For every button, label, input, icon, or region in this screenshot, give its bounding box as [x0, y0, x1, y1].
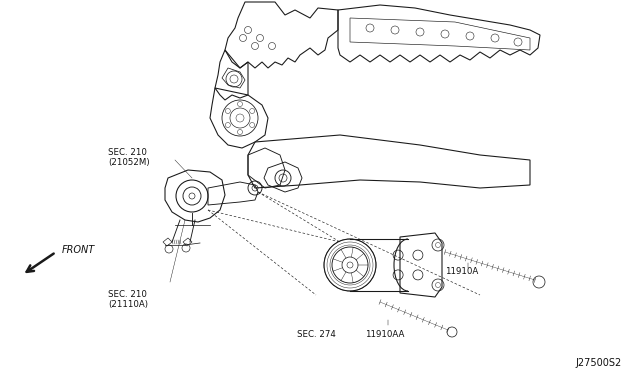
Text: SEC. 274: SEC. 274 [296, 330, 335, 339]
Text: 11910A: 11910A [445, 267, 478, 276]
Text: (21052M): (21052M) [108, 158, 150, 167]
Text: SEC. 210: SEC. 210 [108, 290, 147, 299]
Text: SEC. 210: SEC. 210 [108, 148, 147, 157]
Text: 11910AA: 11910AA [365, 330, 404, 339]
Text: FRONT: FRONT [62, 245, 95, 255]
Text: J27500S2: J27500S2 [576, 358, 622, 368]
Text: (21110A): (21110A) [108, 300, 148, 309]
